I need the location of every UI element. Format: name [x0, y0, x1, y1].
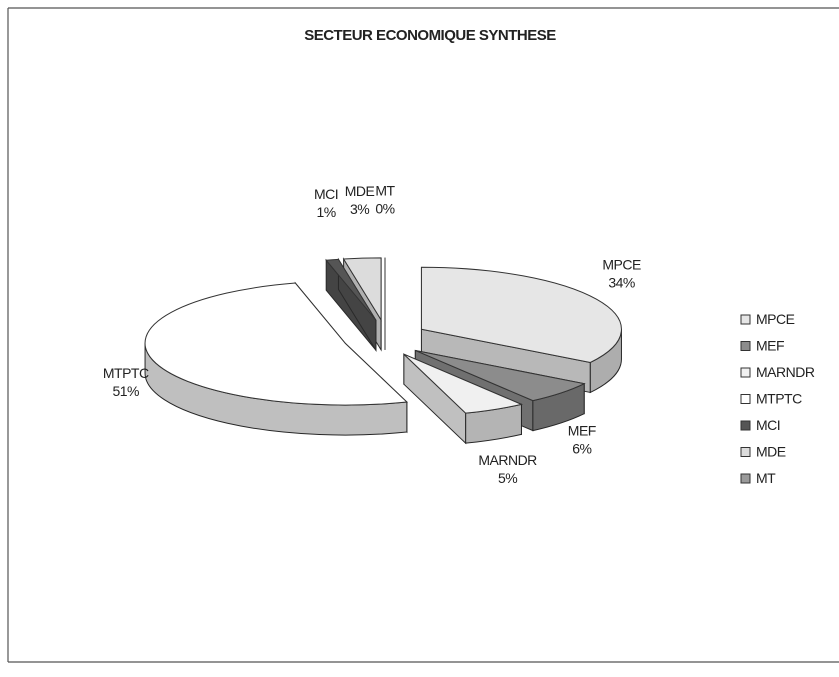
pie-slice	[420, 266, 622, 363]
pie-slice	[415, 349, 586, 402]
legend-swatch	[740, 341, 751, 351]
slice-label: MCI	[314, 186, 338, 202]
legend-swatch	[740, 367, 751, 378]
slice-value-label: 6%	[572, 441, 591, 457]
legend-label: MT	[756, 470, 776, 486]
pie-slice	[144, 282, 408, 406]
slice-value-label: 1%	[316, 204, 335, 220]
slice-label: MTPTC	[103, 365, 149, 381]
legend-label: MPCE	[756, 311, 795, 327]
slice-label: MPCE	[602, 256, 641, 272]
slice-value-label: 5%	[498, 470, 517, 486]
slice-label: MEF	[568, 423, 596, 439]
slice-value-label: 3%	[350, 201, 369, 217]
pie-slice	[342, 257, 382, 322]
legend-label: MCI	[756, 417, 780, 433]
legend-label: MEF	[756, 338, 784, 354]
legend-swatch	[740, 314, 751, 325]
slice-label: MT	[375, 182, 395, 198]
legend-swatch	[740, 447, 751, 457]
pie-slice	[403, 353, 524, 414]
legend-label: MARNDR	[756, 364, 815, 380]
slice-label: MARNDR	[478, 452, 537, 468]
slice-value-label: 34%	[608, 274, 635, 290]
legend-swatch	[740, 473, 751, 484]
slice-tops	[144, 257, 622, 414]
legend-label: MDE	[756, 444, 786, 460]
legend-label: MTPTC	[756, 391, 802, 407]
slice-label: MDE	[345, 183, 375, 199]
legend-swatch	[740, 420, 751, 431]
chart-title: SECTEUR ECONOMIQUE SYNTHESE	[304, 27, 556, 44]
slice-value-label: 51%	[112, 383, 139, 399]
legend-swatch	[740, 394, 751, 404]
pie-slice	[325, 258, 377, 321]
slice-value-label: 0%	[375, 200, 394, 216]
